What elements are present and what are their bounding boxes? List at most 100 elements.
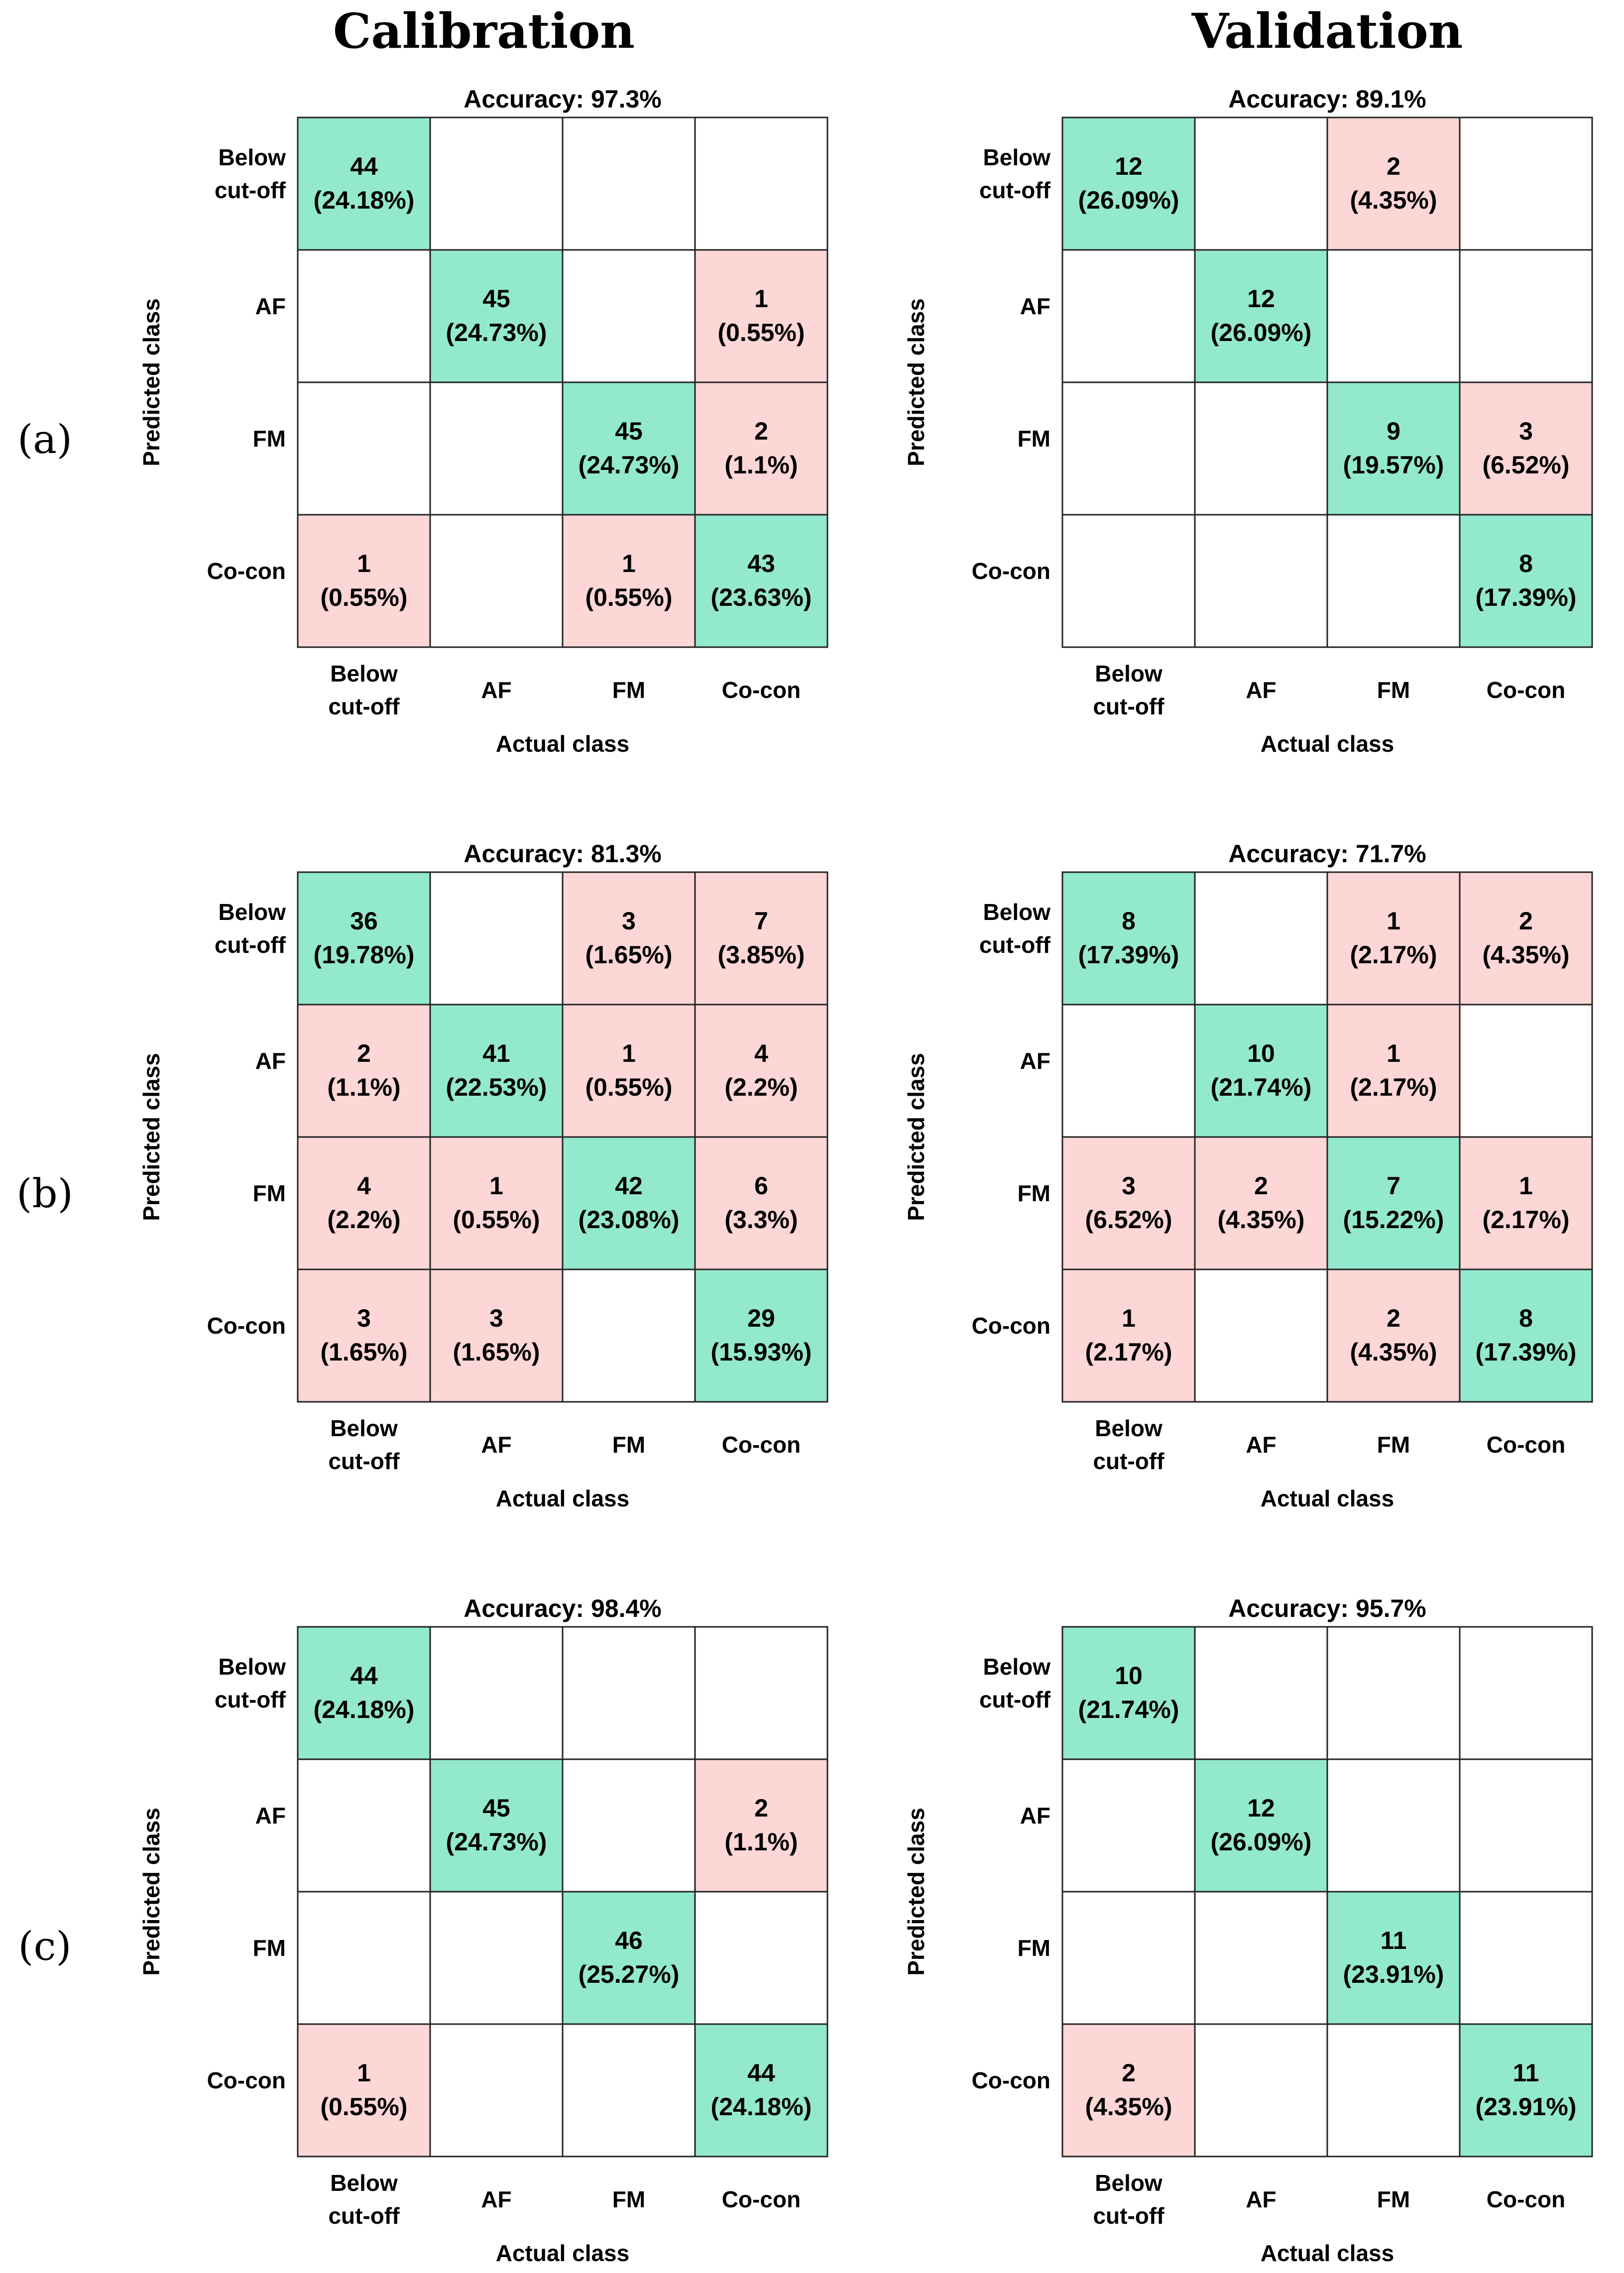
cell-count: 2	[1387, 1304, 1400, 1332]
empty-cell	[429, 381, 564, 516]
cell-percent: (23.08%)	[579, 1206, 680, 1234]
cell-count: 45	[615, 417, 643, 445]
x-tick-label: AF	[1246, 677, 1276, 703]
y-tick-label: Below	[983, 899, 1051, 925]
y-tick-label: AF	[1020, 293, 1050, 319]
cell-count: 7	[754, 907, 768, 935]
misclassified-cell	[694, 1758, 828, 1893]
misclassified-cell	[297, 514, 431, 648]
empty-cell	[429, 514, 564, 648]
cell-percent: (3.85%)	[717, 941, 805, 969]
x-tick-label: AF	[481, 1432, 511, 1458]
cell-percent: (6.52%)	[1085, 1206, 1172, 1234]
correct-cell	[297, 116, 431, 251]
cell-count: 1	[622, 550, 636, 577]
y-axis-title: Predicted class	[903, 1053, 929, 1221]
x-tick-label: FM	[1377, 1432, 1410, 1458]
cell-count: 8	[1122, 907, 1136, 935]
cell-percent: (0.55%)	[320, 583, 407, 611]
x-tick-label: cut-off	[1093, 693, 1164, 719]
y-tick-label: FM	[1018, 1180, 1050, 1206]
empty-cell	[297, 1758, 431, 1893]
correct-cell	[1459, 2023, 1593, 2158]
y-tick-label: cut-off	[979, 932, 1051, 958]
accuracy-title: Accuracy: 81.3%	[464, 840, 661, 868]
column-title-calibration: Calibration	[333, 3, 635, 59]
cell-percent: (23.63%)	[711, 583, 812, 611]
cell-count: 1	[1387, 1039, 1400, 1067]
cell-count: 45	[482, 1794, 510, 1822]
empty-cell	[1194, 1268, 1328, 1403]
empty-cell	[429, 116, 564, 251]
misclassified-cell	[1459, 381, 1593, 516]
y-tick-label: Co-con	[207, 2067, 286, 2093]
empty-cell	[562, 1626, 696, 1760]
correct-cell	[562, 1891, 696, 2025]
cell-percent: (26.09%)	[1078, 186, 1179, 214]
correct-cell	[1194, 249, 1328, 383]
cell-count: 8	[1519, 1304, 1533, 1332]
cell-percent: (17.39%)	[1476, 1338, 1577, 1366]
cell-percent: (26.09%)	[1211, 1828, 1312, 1856]
cell-percent: (1.65%)	[585, 941, 672, 969]
cell-count: 12	[1247, 1794, 1275, 1822]
cell-percent: (6.52%)	[1482, 451, 1569, 479]
correct-cell	[562, 1136, 696, 1270]
cell-count: 2	[1122, 2059, 1136, 2087]
x-tick-label: cut-off	[1093, 1448, 1164, 1474]
cell-percent: (4.35%)	[1217, 1206, 1304, 1234]
cell-percent: (21.74%)	[1211, 1073, 1312, 1101]
cell-count: 42	[615, 1172, 643, 1200]
cell-count: 29	[747, 1304, 775, 1332]
cell-count: 46	[615, 1927, 643, 1954]
cell-count: 1	[1519, 1172, 1533, 1200]
cell-count: 7	[1387, 1172, 1400, 1200]
y-tick-label: Below	[219, 1654, 286, 1680]
misclassified-cell	[1326, 116, 1461, 251]
y-tick-label: FM	[1018, 1935, 1050, 1961]
empty-cell	[1061, 1004, 1196, 1138]
cell-percent: (3.3%)	[724, 1206, 798, 1234]
x-tick-label: AF	[1246, 1432, 1276, 1458]
empty-cell	[1459, 1758, 1593, 1893]
x-tick-label: AF	[481, 2186, 511, 2212]
x-tick-label: Co-con	[722, 1432, 801, 1458]
x-axis-title: Actual class	[496, 1485, 629, 1511]
empty-cell	[1326, 249, 1461, 383]
empty-cell	[1459, 1626, 1593, 1760]
x-tick-label: cut-off	[1093, 2203, 1164, 2229]
cell-count: 44	[747, 2059, 775, 2087]
cell-percent: (2.17%)	[1085, 1338, 1172, 1366]
cell-percent: (1.1%)	[724, 1828, 798, 1856]
x-tick-label: Co-con	[722, 677, 801, 703]
x-tick-label: Below	[1095, 1415, 1162, 1441]
misclassified-cell	[562, 871, 696, 1006]
correct-cell	[694, 1268, 828, 1403]
cell-percent: (2.17%)	[1482, 1206, 1569, 1234]
empty-cell	[297, 249, 431, 383]
cell-count: 2	[357, 1039, 371, 1067]
cell-count: 3	[489, 1304, 503, 1332]
x-tick-label: Below	[330, 661, 398, 686]
y-tick-label: Below	[983, 1654, 1051, 1680]
correct-cell	[1326, 1136, 1461, 1270]
cell-percent: (22.53%)	[446, 1073, 547, 1101]
empty-cell	[694, 1626, 828, 1760]
y-axis-title: Predicted class	[903, 298, 929, 466]
y-tick-label: Below	[219, 899, 286, 925]
cell-percent: (24.73%)	[446, 1828, 547, 1856]
correct-cell	[694, 514, 828, 648]
cell-count: 1	[1122, 1304, 1136, 1332]
misclassified-cell	[1459, 871, 1593, 1006]
misclassified-cell	[562, 514, 696, 648]
misclassified-cell	[1459, 1136, 1593, 1270]
correct-cell	[1061, 116, 1196, 251]
cell-percent: (25.27%)	[579, 1960, 680, 1988]
y-tick-label: cut-off	[979, 1687, 1051, 1712]
confusion-matrix-c-validation: Accuracy: 95.7% 10 (21.74%) 12 (26.09%) 11 (23…	[903, 1594, 1593, 2266]
cell-percent: (24.73%)	[579, 451, 680, 479]
x-axis-title: Actual class	[496, 731, 629, 757]
y-tick-label: FM	[253, 1935, 286, 1961]
accuracy-title: Accuracy: 98.4%	[464, 1594, 661, 1622]
